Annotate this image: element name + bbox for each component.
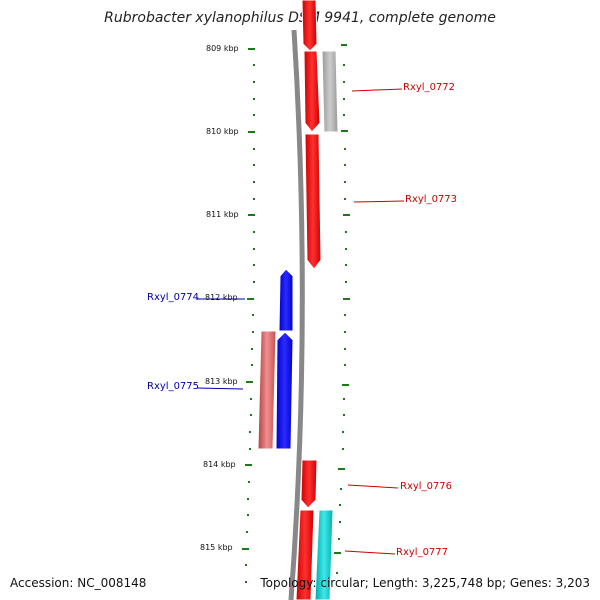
gene-rxyl-0777-feature <box>314 509 334 600</box>
gene-rxyl-0771-arrow <box>301 0 318 52</box>
gene-label-rxyl-0774[interactable]: Rxyl_0774 <box>147 292 200 303</box>
gene-label-rxyl-0776[interactable]: Rxyl_0776 <box>400 481 453 492</box>
scale-label-815: 815 kbp <box>200 543 233 552</box>
leader-rxyl-0773 <box>353 200 405 203</box>
topology-text: Topology: circular; Length: 3,225,748 bp… <box>260 576 590 590</box>
genome-backbone <box>288 29 305 600</box>
gene-label-rxyl-0775[interactable]: Rxyl_0775 <box>147 381 200 392</box>
scale-label-812: 812 kbp <box>205 293 238 302</box>
scale-label-811: 811 kbp <box>206 210 239 219</box>
scale-label-813: 813 kbp <box>205 377 238 386</box>
left-scale-track <box>242 48 255 583</box>
gene-rxyl-0772-arrow <box>303 50 321 133</box>
accession-text: Accession: NC_008148 <box>10 576 147 590</box>
gene-rxyl-0775-arrow <box>275 331 294 450</box>
scale-label-814: 814 kbp <box>203 460 236 469</box>
gene-rxyl-0775-feature <box>257 330 277 450</box>
leader-rxyl-0776 <box>347 484 399 489</box>
gene-rxyl-0776-arrow <box>300 459 318 509</box>
genome-title: Rubrobacter xylanophilus DSM 9941, compl… <box>104 10 496 26</box>
scale-label-809: 809 kbp <box>206 44 239 53</box>
gene-label-rxyl-0772[interactable]: Rxyl_0772 <box>403 82 456 93</box>
scale-label-810: 810 kbp <box>206 127 239 136</box>
gene-label-rxyl-0773[interactable]: Rxyl_0773 <box>405 194 458 205</box>
leader-rxyl-0772 <box>351 88 403 92</box>
right-scale-track <box>334 44 350 574</box>
gene-rxyl-0774-arrow <box>278 268 294 332</box>
gene-rxyl-0772-feature <box>321 50 339 133</box>
gene-rxyl-0773-arrow <box>304 133 322 270</box>
leader-rxyl-0777 <box>344 550 396 555</box>
leader-rxyl-0775 <box>196 387 244 390</box>
gene-label-rxyl-0777[interactable]: Rxyl_0777 <box>396 547 449 558</box>
gene-rxyl-0777-arrow <box>295 509 315 600</box>
